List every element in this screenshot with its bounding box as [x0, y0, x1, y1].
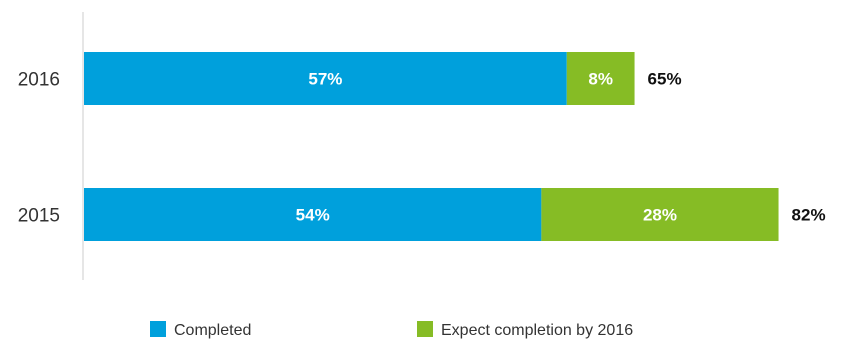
bar-segment	[84, 188, 542, 241]
category-label: 2016	[18, 70, 60, 91]
total-label: 82%	[792, 206, 826, 225]
data-label: 57%	[308, 70, 342, 89]
legend-swatch	[150, 321, 166, 337]
bars-group: 2016 57% 8% 65% 2015 54% 28% 82%	[18, 52, 826, 241]
category-label: 2015	[18, 206, 60, 227]
bar-segment	[541, 188, 779, 241]
legend-label: Expect completion by 2016	[441, 322, 633, 339]
bar-segment	[566, 52, 635, 105]
data-label: 54%	[296, 206, 330, 225]
legend-swatch	[417, 321, 433, 337]
data-label: 28%	[643, 206, 677, 225]
legend-label: Completed	[174, 322, 251, 339]
bar-segment	[84, 52, 567, 105]
legend: Completed Expect completion by 2016	[150, 321, 633, 339]
total-label: 65%	[648, 70, 682, 89]
data-label: 8%	[588, 70, 613, 89]
